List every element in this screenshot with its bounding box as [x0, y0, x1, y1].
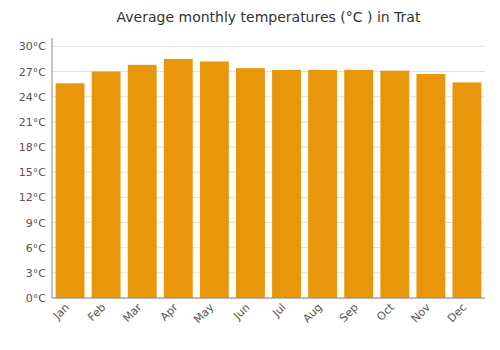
- bar: [453, 82, 482, 298]
- y-axis: [52, 38, 53, 298]
- y-tick-label: 30°C: [19, 40, 46, 53]
- bars: [56, 59, 482, 298]
- y-tick-label: 15°C: [19, 166, 46, 179]
- y-tick-label: 3°C: [26, 267, 46, 280]
- grid-line: [52, 298, 485, 299]
- bar: [200, 61, 229, 298]
- y-tick-label: 18°C: [19, 141, 46, 154]
- bar: [308, 70, 337, 298]
- bar: [164, 59, 193, 298]
- x-tick-label: Nov: [409, 301, 434, 326]
- y-tick-label: 9°C: [26, 217, 46, 230]
- bar: [128, 65, 157, 298]
- y-tick-label: 24°C: [19, 91, 46, 104]
- bar: [236, 68, 265, 298]
- bar: [92, 72, 121, 298]
- bar: [380, 71, 409, 298]
- bar: [416, 74, 445, 298]
- grid: [52, 46, 485, 298]
- x-tick-label: Aug: [300, 301, 324, 325]
- x-tick-label: Apr: [158, 301, 181, 324]
- bar: [56, 83, 85, 298]
- x-tick-label: Oct: [374, 300, 397, 323]
- y-tick-label: 0°C: [26, 292, 46, 305]
- title: Average monthly temperatures (°C ) in Tr…: [117, 9, 421, 25]
- chart: Average monthly temperatures (°C ) in Tr…: [0, 0, 500, 350]
- x-tick-label: Sep: [337, 301, 361, 325]
- x-tick-label: Dec: [445, 301, 469, 325]
- y-tick-label: 6°C: [26, 242, 46, 255]
- y-tick-label: 21°C: [19, 116, 46, 129]
- y-tick-label: 12°C: [19, 191, 46, 204]
- bar: [344, 70, 373, 298]
- x-tick-label: Mar: [120, 301, 144, 325]
- x-tick-label: Jun: [231, 301, 253, 323]
- x-tick-label: Jan: [50, 301, 72, 323]
- x-tick-label: Feb: [85, 301, 108, 324]
- bar: [272, 70, 301, 298]
- x-tick-label: Jul: [269, 301, 288, 320]
- x-axis: [52, 298, 485, 299]
- x-tick-label: May: [191, 301, 217, 327]
- y-tick-label: 27°C: [19, 66, 46, 79]
- grid-line: [52, 46, 485, 47]
